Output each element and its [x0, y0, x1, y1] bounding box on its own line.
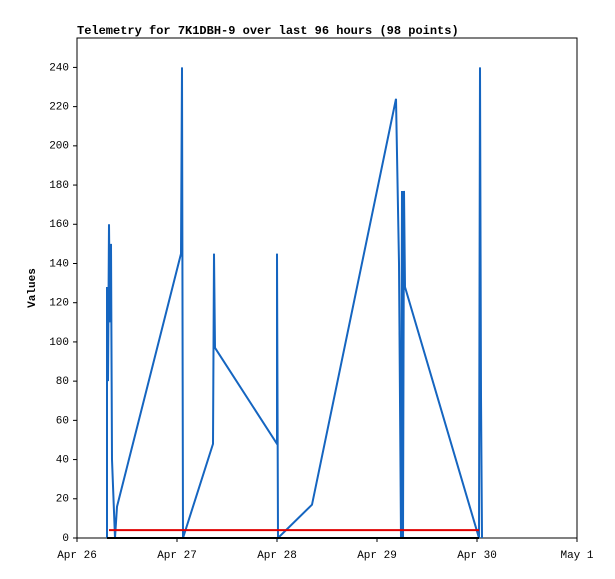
plot-frame — [76, 37, 578, 539]
y-tick-label: 0 — [62, 533, 69, 545]
y-tick-label: 160 — [49, 219, 69, 231]
y-tick-label: 220 — [49, 102, 69, 114]
y-axis-label: Values — [27, 268, 39, 308]
x-tick-label: Apr 30 — [457, 550, 497, 562]
y-tick-label: 40 — [56, 454, 69, 466]
x-tick-label: Apr 28 — [257, 550, 297, 562]
y-tick-label: 240 — [49, 62, 69, 74]
y-tick-label: 80 — [56, 376, 69, 388]
x-tick-label: Apr 26 — [57, 550, 97, 562]
chart-title: Telemetry for 7K1DBH-9 over last 96 hour… — [77, 24, 459, 38]
y-tick-label: 60 — [56, 415, 69, 427]
y-tick-label: 140 — [49, 258, 69, 270]
y-tick-label: 180 — [49, 180, 69, 192]
series-line — [106, 67, 483, 541]
y-tick-label: 100 — [49, 337, 69, 349]
x-tick-label: Apr 29 — [357, 550, 397, 562]
x-tick-label: May 1 — [560, 550, 593, 562]
y-tick-label: 120 — [49, 298, 69, 310]
y-tick-label: 200 — [49, 141, 69, 153]
x-tick-label: Apr 27 — [157, 550, 197, 562]
y-tick-label: 20 — [56, 494, 69, 506]
